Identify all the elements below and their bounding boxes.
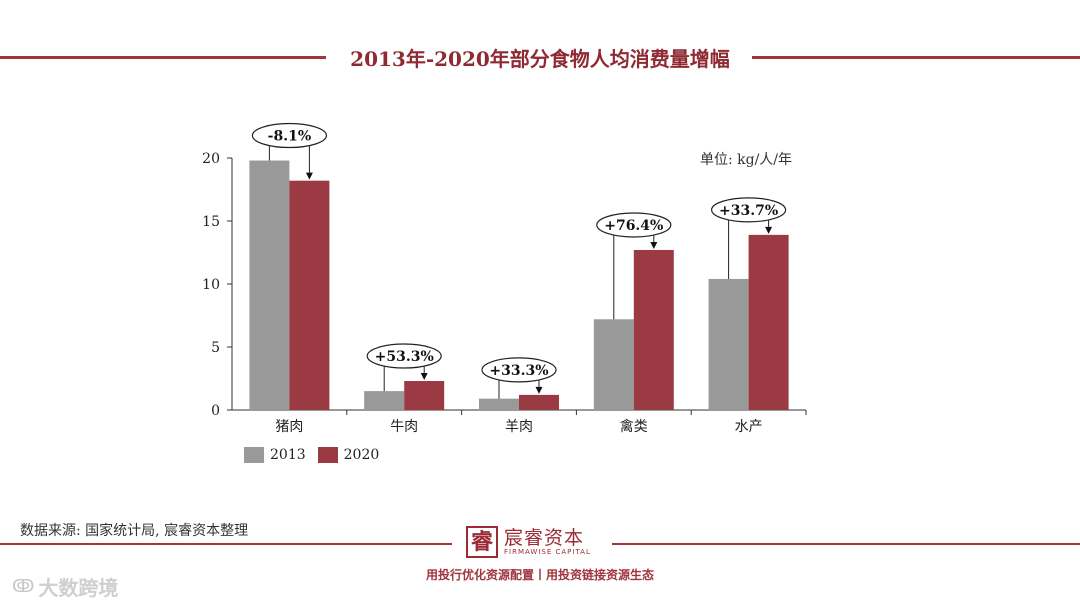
logo-name: 宸睿资本 xyxy=(504,527,585,549)
change-callout xyxy=(366,343,442,369)
source-note: 数据来源: 国家统计局, 宸睿资本整理 xyxy=(20,523,249,539)
legend-item-2013: 2013 xyxy=(244,447,306,463)
y-tick-label: 20 xyxy=(202,151,220,167)
watermark-text: 大数跨境 xyxy=(38,576,119,600)
y-tick-label: 15 xyxy=(202,214,220,230)
callout-arrowhead xyxy=(420,373,428,381)
legend-label-2013: 2013 xyxy=(270,447,306,463)
change-label: +76.4% xyxy=(604,218,663,234)
y-tick-label: 0 xyxy=(211,403,220,419)
bar-2020 xyxy=(633,249,674,410)
logo-mark: 睿 xyxy=(466,526,498,558)
change-callout xyxy=(710,197,787,223)
bar-2013 xyxy=(708,278,749,410)
x-tick-label: 羊肉 xyxy=(505,419,533,435)
unit-label: 单位: kg/人/年 xyxy=(700,152,792,168)
slogan: 用投行优化资源配置丨用投资链接资源生态 xyxy=(425,568,654,582)
callout-arrowhead xyxy=(650,241,658,249)
bar-2013 xyxy=(249,160,290,410)
change-label: +33.3% xyxy=(489,363,548,379)
callout-arrowhead xyxy=(305,172,313,180)
legend-swatch-2013 xyxy=(244,447,264,463)
change-callout xyxy=(596,212,672,238)
y-tick-label: 5 xyxy=(211,340,220,356)
bar-2013 xyxy=(593,319,634,410)
logo-english: FIRMAWISE CAPITAL xyxy=(504,548,591,556)
logo-text: 宸睿资本 FIRMAWISE CAPITAL xyxy=(504,528,591,556)
x-tick-label: 猪肉 xyxy=(275,419,303,435)
change-label: -8.1% xyxy=(268,129,311,145)
title-rule-left xyxy=(0,56,326,59)
bar-2020 xyxy=(289,180,330,410)
legend-item-2020: 2020 xyxy=(317,447,380,463)
legend-swatch-2020 xyxy=(317,447,338,463)
bar-2020 xyxy=(519,394,559,410)
change-label: +33.7% xyxy=(719,203,778,219)
page-title: 2013年-2020年部分食物人均消费量增幅 xyxy=(350,47,730,71)
bar-2013 xyxy=(479,398,519,410)
footer-rule-right xyxy=(612,543,1080,545)
change-label: +53.3% xyxy=(375,349,434,365)
bar-2013 xyxy=(364,391,405,410)
callout-arrowhead xyxy=(765,226,773,234)
chart-bars xyxy=(249,160,789,410)
watermark-icon: ↂ xyxy=(12,576,35,597)
change-callout xyxy=(481,357,557,383)
x-tick-label: 牛肉 xyxy=(390,419,418,435)
chart-callouts: -8.1% +53.3% +33.3% +76.4% +33.7% xyxy=(251,122,787,399)
watermark: ↂ 大数跨境 xyxy=(12,572,118,601)
y-tick-label: 10 xyxy=(202,277,220,293)
callout-arrowhead xyxy=(535,386,543,394)
x-tick-label: 禽类 xyxy=(620,418,648,435)
change-callout xyxy=(251,122,327,149)
bar-2020 xyxy=(748,234,789,410)
company-logo: 睿 宸睿资本 FIRMAWISE CAPITAL xyxy=(466,526,591,558)
x-tick-label: 水产 xyxy=(735,419,763,435)
footer-rule-left xyxy=(0,543,452,545)
bar-2020 xyxy=(404,381,445,410)
legend-label-2020: 2020 xyxy=(343,447,380,463)
title-rule-right xyxy=(752,56,1080,59)
title-bar: 2013年-2020年部分食物人均消费量增幅 xyxy=(0,38,1080,78)
chart-legend: 2013 2020 xyxy=(244,447,391,463)
